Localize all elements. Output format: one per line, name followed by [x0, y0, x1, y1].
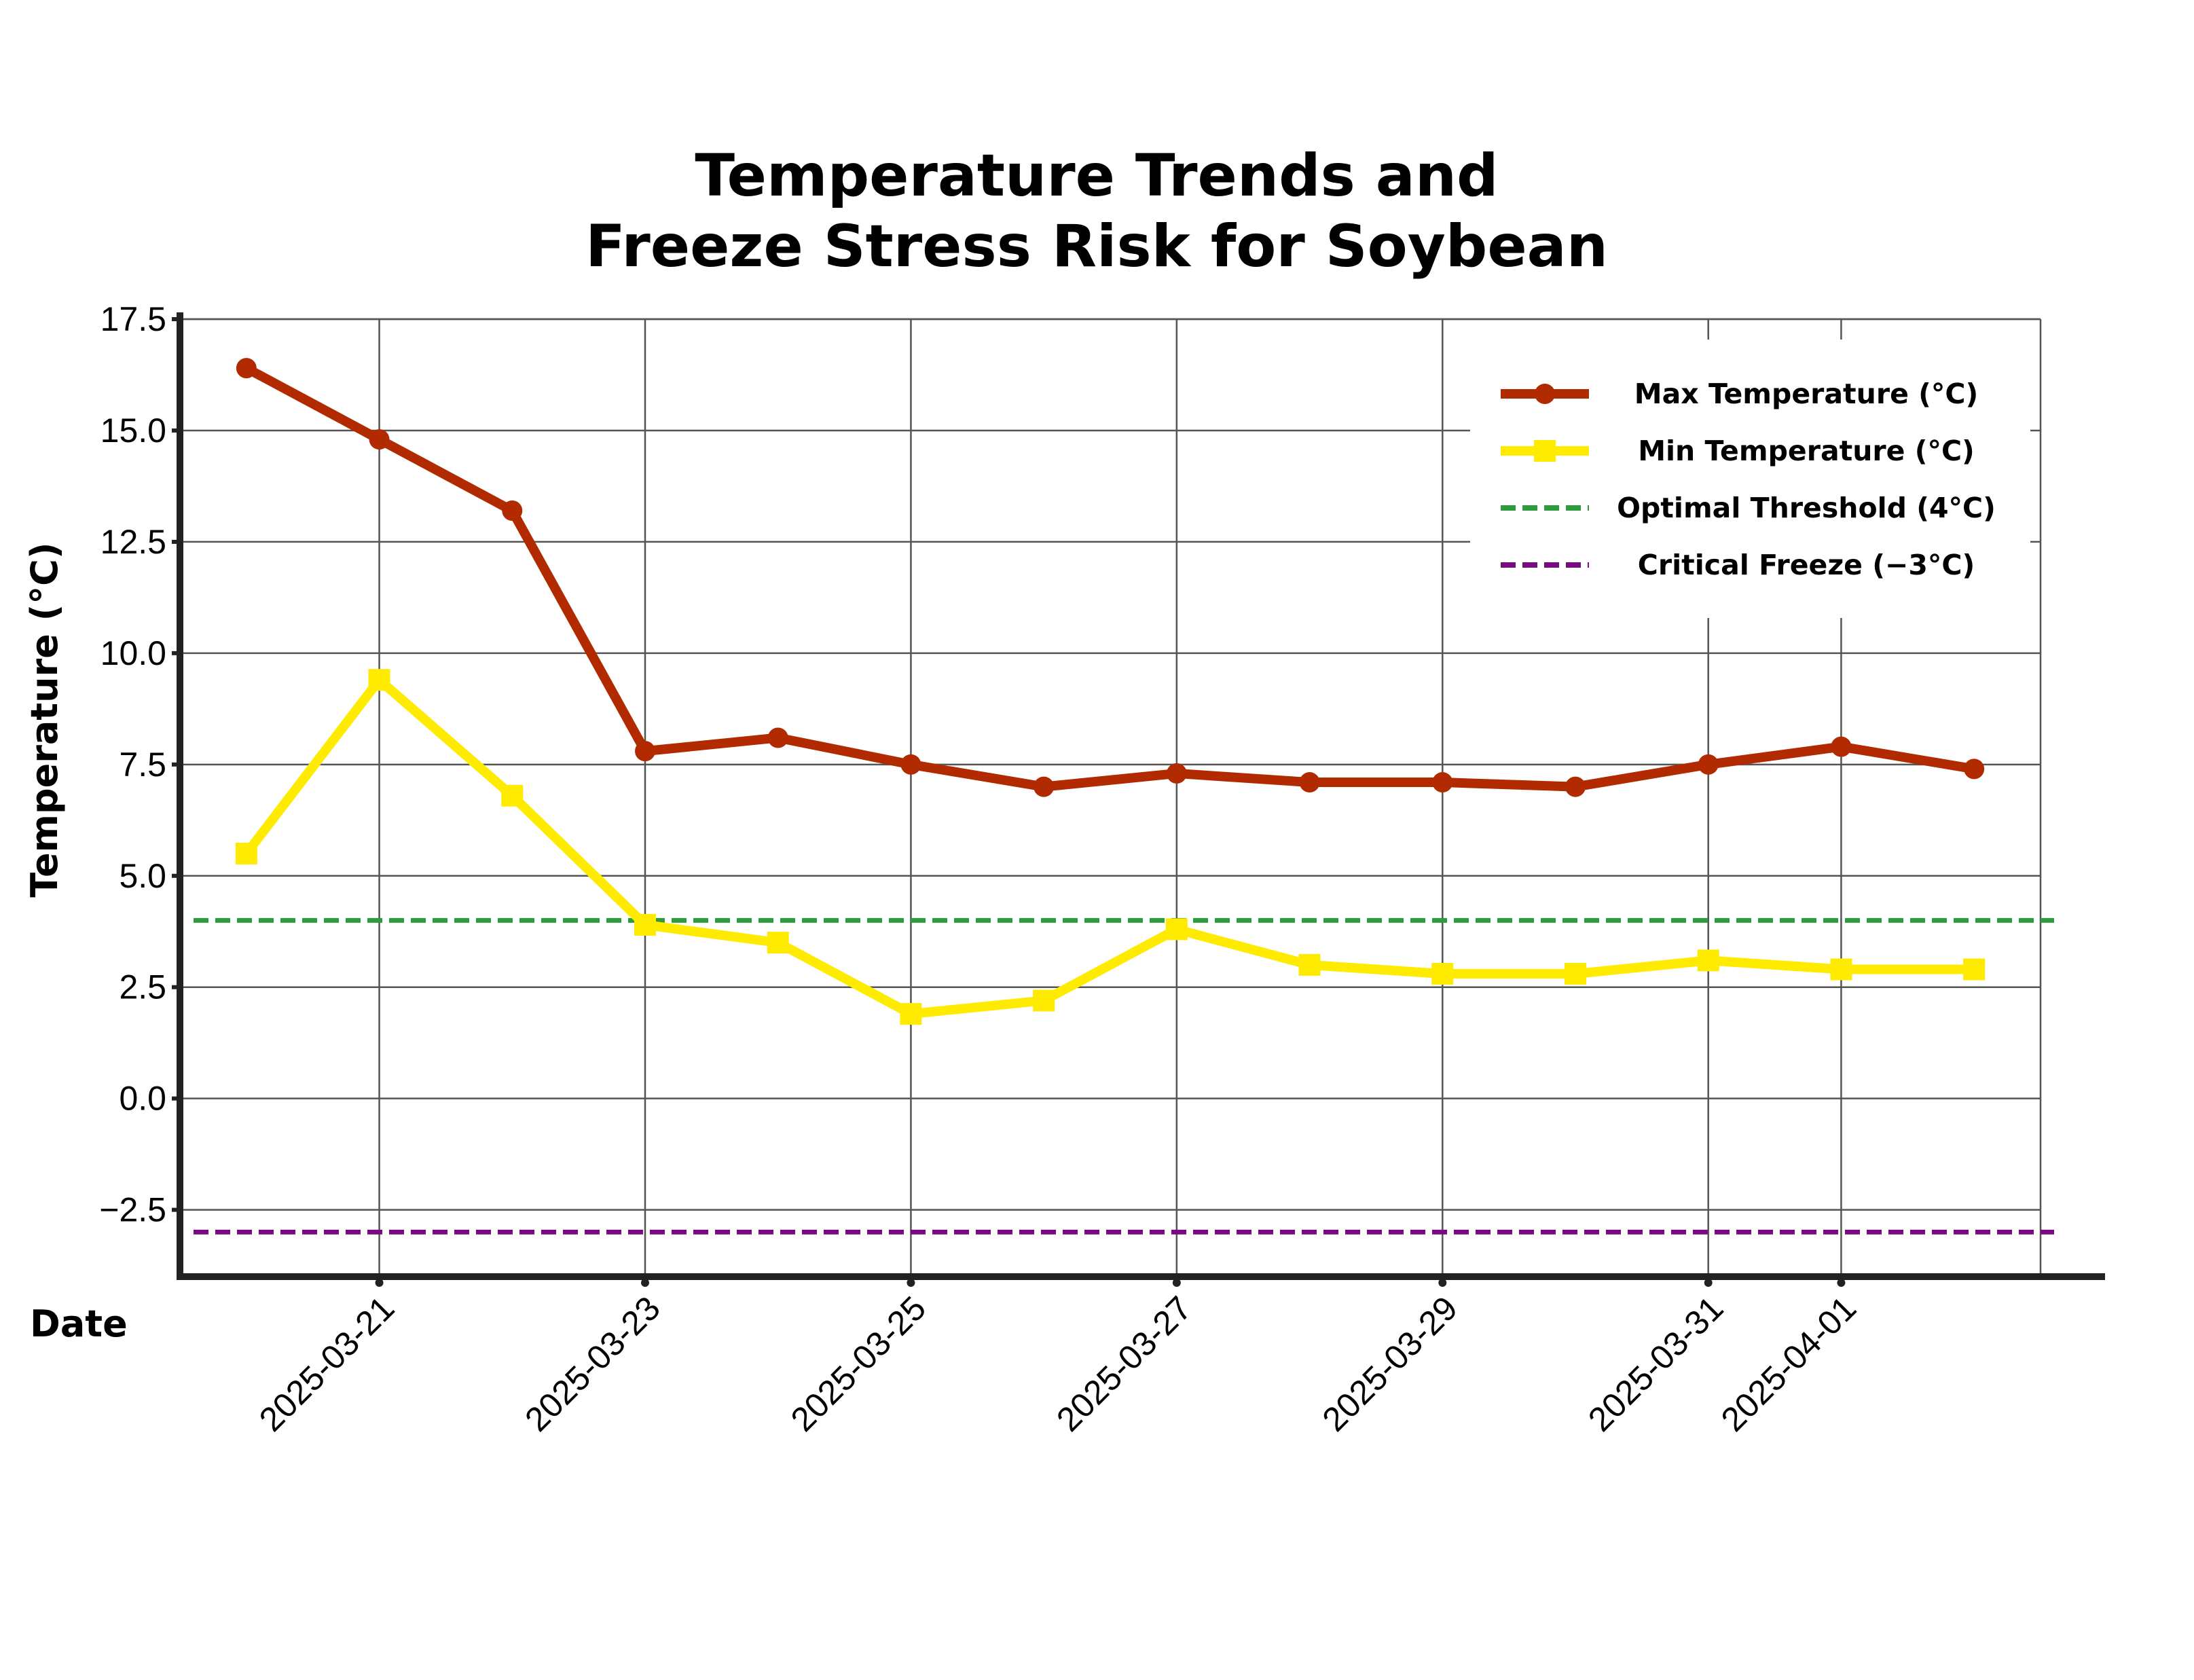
x-tick	[907, 1279, 915, 1287]
data-point	[634, 913, 656, 936]
x-tick-label: 2025-03-31	[1581, 1289, 1730, 1438]
y-tick-label: 5.0	[119, 857, 166, 895]
threshold-lines	[194, 917, 2054, 1235]
data-point	[1432, 772, 1453, 793]
y-tick-label: −2.5	[99, 1191, 166, 1229]
x-tick-label: 2025-04-01	[1714, 1289, 1863, 1438]
x-tick-label: 2025-03-25	[784, 1289, 933, 1438]
data-point	[1964, 759, 1985, 780]
legend-label: Max Temperature (°C)	[1634, 378, 1978, 410]
x-tick	[1837, 1279, 1846, 1287]
data-point	[501, 784, 524, 807]
y-tick-label: 0.0	[119, 1080, 166, 1118]
data-point	[1034, 776, 1055, 797]
data-point	[1697, 949, 1719, 972]
x-axis-label: Date	[30, 1302, 128, 1345]
chart-title-line-1: Temperature Trends and	[695, 142, 1498, 210]
series-line	[241, 675, 1979, 1019]
series-line	[241, 363, 1979, 792]
data-point	[1831, 736, 1852, 757]
data-point	[767, 727, 788, 748]
y-axis-label: Temperature (°C)	[23, 542, 66, 897]
legend: Max Temperature (°C) Min Temperature (°C)…	[1470, 340, 2030, 618]
legend-marker	[1535, 384, 1555, 404]
data-point	[1431, 963, 1454, 985]
data-point	[1830, 958, 1852, 981]
data-point	[236, 358, 257, 379]
x-tick-label: 2025-03-27	[1049, 1289, 1199, 1438]
axes	[172, 312, 2105, 1287]
series	[235, 358, 1986, 1025]
data-point	[900, 754, 921, 775]
data-point	[900, 1003, 922, 1025]
legend-label: Critical Freeze (−3°C)	[1638, 549, 1975, 581]
y-tick-label: 12.5	[100, 523, 166, 561]
legend-marker	[1534, 440, 1556, 462]
data-point	[1033, 989, 1055, 1012]
x-tick-label: 2025-03-29	[1315, 1289, 1465, 1438]
data-point	[1165, 918, 1188, 941]
x-tick	[641, 1279, 649, 1287]
data-point	[235, 842, 257, 864]
data-point	[1963, 958, 1986, 981]
data-point	[635, 741, 655, 762]
x-tick-label: 2025-03-21	[252, 1289, 401, 1438]
x-tick	[1704, 1279, 1713, 1287]
chart-title-line-2: Freeze Stress Risk for Soybean	[585, 213, 1608, 280]
y-tick-label: 17.5	[100, 300, 166, 338]
x-tick	[1172, 1279, 1181, 1287]
legend-label: Min Temperature (°C)	[1638, 435, 1975, 467]
y-tick-label: 15.0	[100, 412, 166, 450]
data-point	[502, 500, 523, 521]
grid	[180, 318, 2042, 1277]
data-point	[1565, 776, 1586, 797]
data-point	[369, 429, 390, 450]
y-tick-label: 7.5	[119, 746, 166, 784]
data-point	[767, 932, 789, 954]
x-tick-label: 2025-03-23	[517, 1289, 667, 1438]
data-point	[1166, 763, 1187, 784]
y-tick-label: 10.0	[100, 634, 166, 672]
x-tick	[1438, 1279, 1447, 1287]
x-tick	[375, 1279, 384, 1287]
data-point	[1299, 772, 1320, 793]
y-tick-label: 2.5	[119, 968, 166, 1006]
data-point	[1698, 754, 1719, 775]
legend-label: Optimal Threshold (4°C)	[1617, 492, 1996, 524]
legend-box	[1470, 340, 2030, 618]
data-point	[1565, 963, 1586, 985]
data-point	[1298, 953, 1321, 976]
data-point	[368, 669, 390, 691]
